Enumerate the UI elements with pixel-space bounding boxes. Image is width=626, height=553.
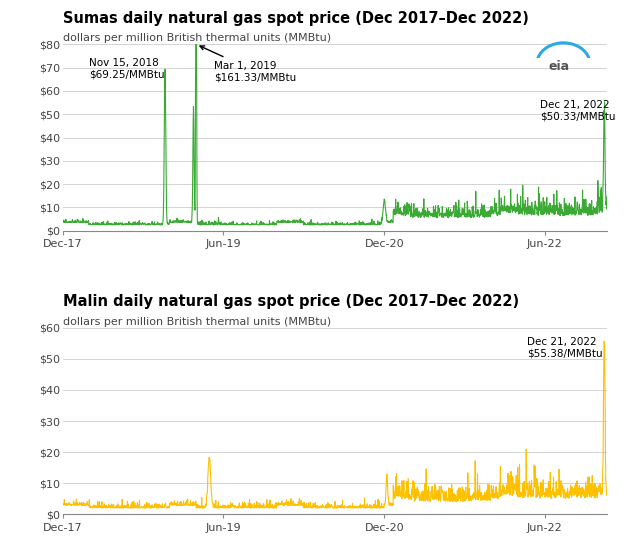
Text: Dec 21, 2022
$50.33/MMBtu: Dec 21, 2022 $50.33/MMBtu — [540, 100, 615, 122]
Text: Malin daily natural gas spot price (Dec 2017–Dec 2022): Malin daily natural gas spot price (Dec … — [63, 294, 519, 309]
Text: dollars per million British thermal units (MMBtu): dollars per million British thermal unit… — [63, 33, 331, 43]
Text: Dec 21, 2022
$55.38/MMBtu: Dec 21, 2022 $55.38/MMBtu — [527, 337, 602, 359]
Text: eia: eia — [548, 60, 570, 72]
Text: Sumas daily natural gas spot price (Dec 2017–Dec 2022): Sumas daily natural gas spot price (Dec … — [63, 11, 528, 25]
Text: Mar 1, 2019
$161.33/MMBtu: Mar 1, 2019 $161.33/MMBtu — [200, 46, 296, 82]
Text: dollars per million British thermal units (MMBtu): dollars per million British thermal unit… — [63, 316, 331, 327]
Text: Nov 15, 2018
$69.25/MMBtu: Nov 15, 2018 $69.25/MMBtu — [89, 58, 165, 80]
